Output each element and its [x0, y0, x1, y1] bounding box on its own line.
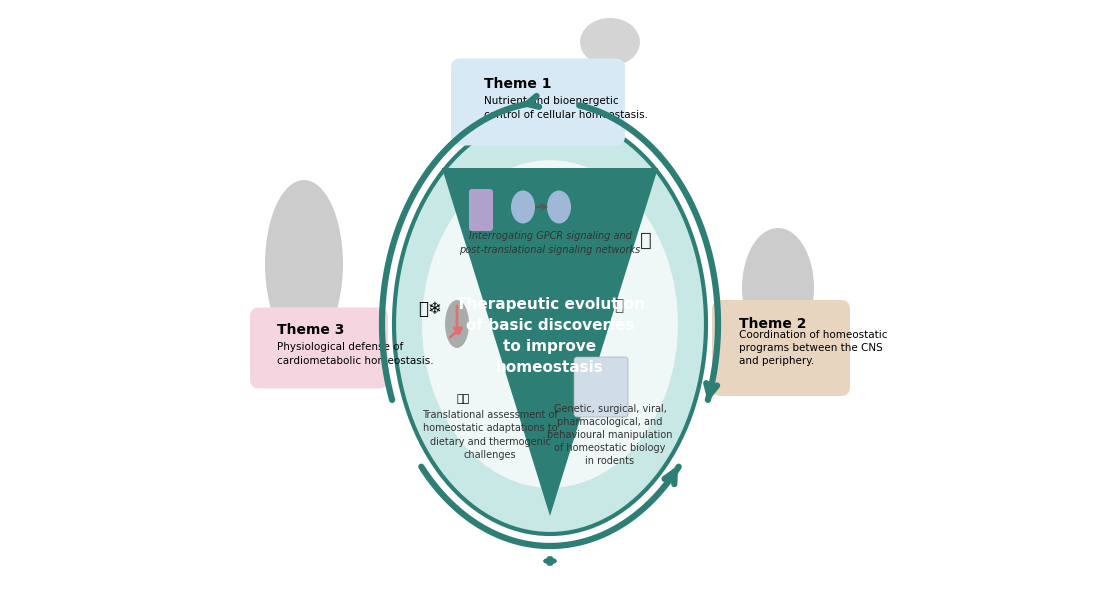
Ellipse shape	[580, 18, 640, 66]
Text: Nutrient and bioenergetic
control of cellular homeostasis.: Nutrient and bioenergetic control of cel…	[484, 97, 648, 119]
Text: 🌡❄: 🌡❄	[418, 300, 442, 318]
Ellipse shape	[394, 114, 706, 534]
Text: Physiological defense of
cardiometabolic homeostasis.: Physiological defense of cardiometabolic…	[277, 343, 433, 365]
FancyBboxPatch shape	[451, 58, 625, 146]
Text: 💻: 💻	[615, 298, 624, 313]
Text: Therapeutic evolution
of basic discoveries
to improve
homeostasis: Therapeutic evolution of basic discoveri…	[455, 297, 645, 375]
FancyBboxPatch shape	[250, 307, 388, 389]
Polygon shape	[442, 168, 658, 516]
Text: Theme 3: Theme 3	[277, 323, 344, 337]
Ellipse shape	[547, 191, 571, 223]
Text: 🍔🍟: 🍔🍟	[456, 394, 470, 404]
Ellipse shape	[742, 228, 814, 348]
FancyBboxPatch shape	[469, 189, 493, 231]
Text: Genetic, surgical, viral,
pharmacological, and
behavioural manipulation
of homeo: Genetic, surgical, viral, pharmacologica…	[548, 404, 673, 466]
Ellipse shape	[446, 300, 469, 348]
Text: 💉: 💉	[640, 230, 652, 250]
Text: Theme 2: Theme 2	[739, 317, 806, 331]
Text: Coordination of homeostatic
programs between the CNS
and periphery.: Coordination of homeostatic programs bet…	[739, 330, 888, 366]
FancyBboxPatch shape	[712, 300, 850, 396]
FancyBboxPatch shape	[574, 357, 628, 417]
Ellipse shape	[512, 191, 535, 223]
Ellipse shape	[422, 160, 678, 488]
Ellipse shape	[265, 180, 343, 348]
Text: Theme 1: Theme 1	[484, 77, 551, 91]
Text: Interrogating GPCR signaling and
post-translational signaling networks: Interrogating GPCR signaling and post-tr…	[460, 232, 640, 254]
Text: Translational assessment of
homeostatic adaptations to
dietary and thermogenic
c: Translational assessment of homeostatic …	[422, 410, 558, 460]
